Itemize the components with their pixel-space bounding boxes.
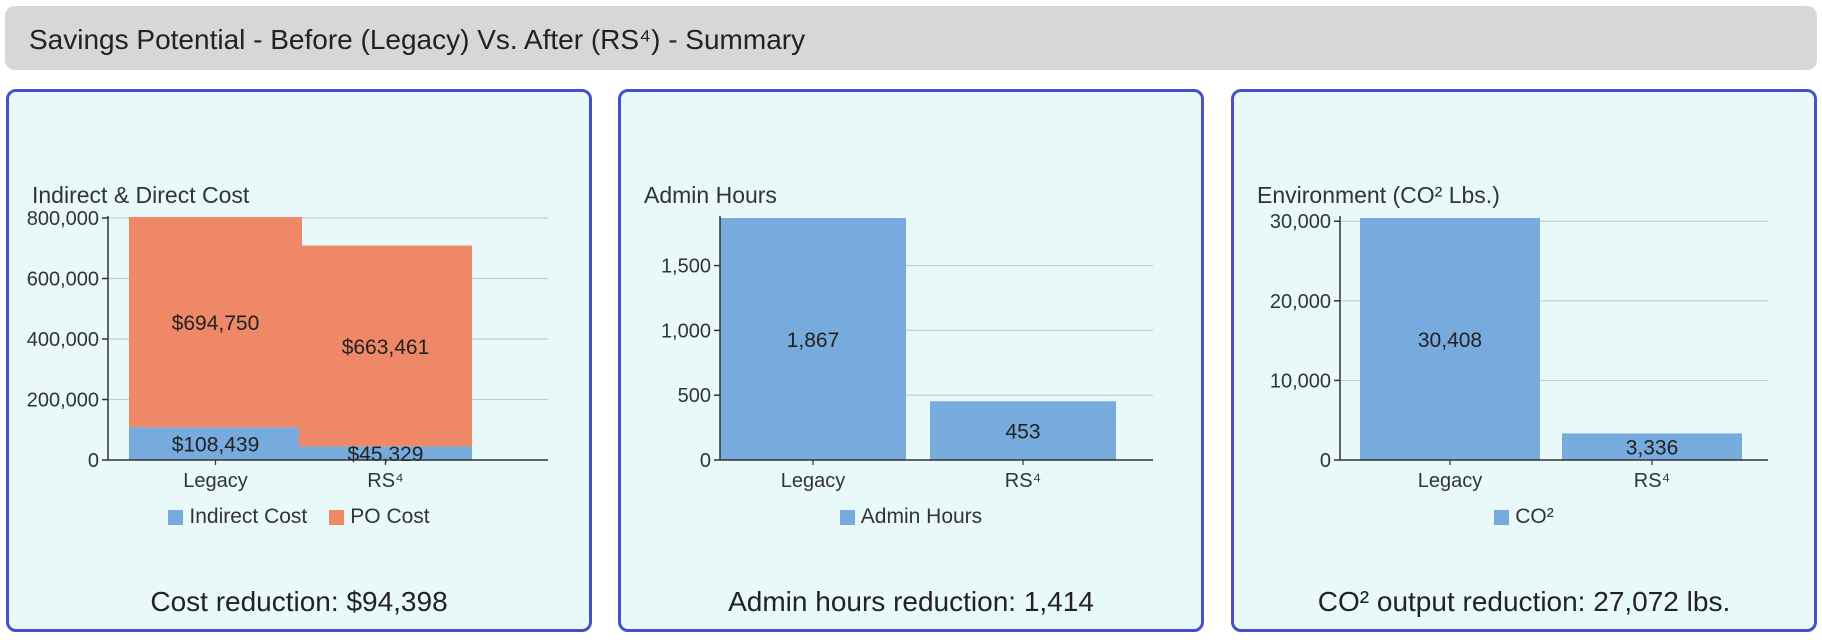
legend-label: PO Cost [350, 505, 430, 528]
y-tick-label: 500 [678, 385, 711, 407]
page-title: Savings Potential - Before (Legacy) Vs. … [29, 24, 806, 55]
chart-title: Indirect & Direct Cost [32, 182, 250, 208]
cost-panel: Indirect & Direct Cost $108,439 $694,750 L… [6, 89, 592, 632]
data-label: $694,750 [172, 312, 260, 335]
legend-swatch [1494, 509, 1510, 525]
bar-indirect-cost [129, 427, 302, 460]
data-label: 1,867 [787, 329, 840, 352]
admin-hours-reduction-text: Admin hours reduction: 1,414 [728, 586, 1094, 617]
legend-label: Admin Hours [860, 505, 983, 528]
cost-reduction-text: Cost reduction: $94,398 [150, 586, 448, 617]
legend-swatch [329, 509, 345, 525]
admin-hours-chart: 1,867 Legacy 453 RS⁴ 0 500 1,000 1,500 [661, 216, 1153, 492]
y-tick-label: 600,000 [27, 269, 99, 291]
co2-reduction-text: CO² output reduction: 27,072 lbs. [1317, 586, 1731, 617]
y-tick-label: 30,000 [1270, 211, 1331, 233]
data-label: 30,408 [1418, 329, 1482, 352]
chart-title: Environment (CO² Lbs.) [1257, 182, 1500, 208]
legend-item: CO² [1494, 505, 1554, 529]
bar-admin-hours [930, 401, 1116, 460]
chart-legend: Indirect Cost PO Cost [9, 505, 589, 529]
x-tick-label: RS⁴ [367, 470, 403, 492]
y-tick-label: 0 [700, 450, 711, 472]
y-tick-label: 0 [1320, 450, 1331, 472]
environment-chart: 30,408 Legacy 3,336 RS⁴ 0 10,000 20,000 30,000 [1270, 211, 1768, 492]
x-tick-label: RS⁴ [1005, 470, 1041, 492]
legend-swatch [168, 509, 184, 525]
data-label: 453 [1005, 421, 1040, 444]
x-tick-label: Legacy [183, 470, 248, 492]
legend-label: Indirect Cost [189, 505, 308, 528]
legend-item: Indirect Cost [168, 505, 307, 529]
chart-title: Admin Hours [644, 182, 777, 208]
cost-chart: $108,439$694,750Legacy$45,329$663,461RS⁴… [27, 208, 548, 492]
environment-panel: Environment (CO² Lbs.) 30,408 Legacy 3,336… [1231, 89, 1817, 632]
data-label: 3,336 [1626, 437, 1679, 460]
chart-legend: CO² [1234, 505, 1814, 529]
y-tick-label: 20,000 [1270, 291, 1331, 313]
x-tick-label: Legacy [781, 470, 846, 492]
y-tick-label: 1,000 [661, 320, 711, 342]
x-tick-label: RS⁴ [1634, 470, 1670, 492]
legend-swatch [839, 509, 855, 525]
chart-legend: Admin Hours [621, 505, 1201, 529]
bar-po-cost [129, 217, 302, 428]
y-tick-label: 10,000 [1270, 370, 1331, 392]
admin-hours-panel: Admin Hours 1,867 Legacy 453 RS⁴ 0 500 1,000 1,… [618, 89, 1204, 632]
data-label: $663,461 [342, 336, 430, 359]
y-tick-label: 800,000 [27, 208, 99, 230]
y-tick-label: 0 [88, 450, 99, 472]
legend-item: Admin Hours [839, 505, 983, 529]
y-tick-label: 200,000 [27, 390, 99, 412]
bar-indirect-cost [299, 446, 472, 460]
summary-header: Savings Potential - Before (Legacy) Vs. … [5, 6, 1817, 70]
legend-item: PO Cost [329, 505, 430, 529]
y-tick-label: 1,500 [661, 256, 711, 278]
legend-label: CO² [1515, 505, 1554, 528]
data-label: $108,439 [172, 434, 260, 457]
bar-co- [1360, 218, 1540, 460]
x-tick-label: Legacy [1418, 470, 1483, 492]
bar-co- [1562, 433, 1742, 460]
y-tick-label: 400,000 [27, 329, 99, 351]
bar-po-cost [299, 245, 472, 447]
bar-admin-hours [720, 218, 906, 460]
